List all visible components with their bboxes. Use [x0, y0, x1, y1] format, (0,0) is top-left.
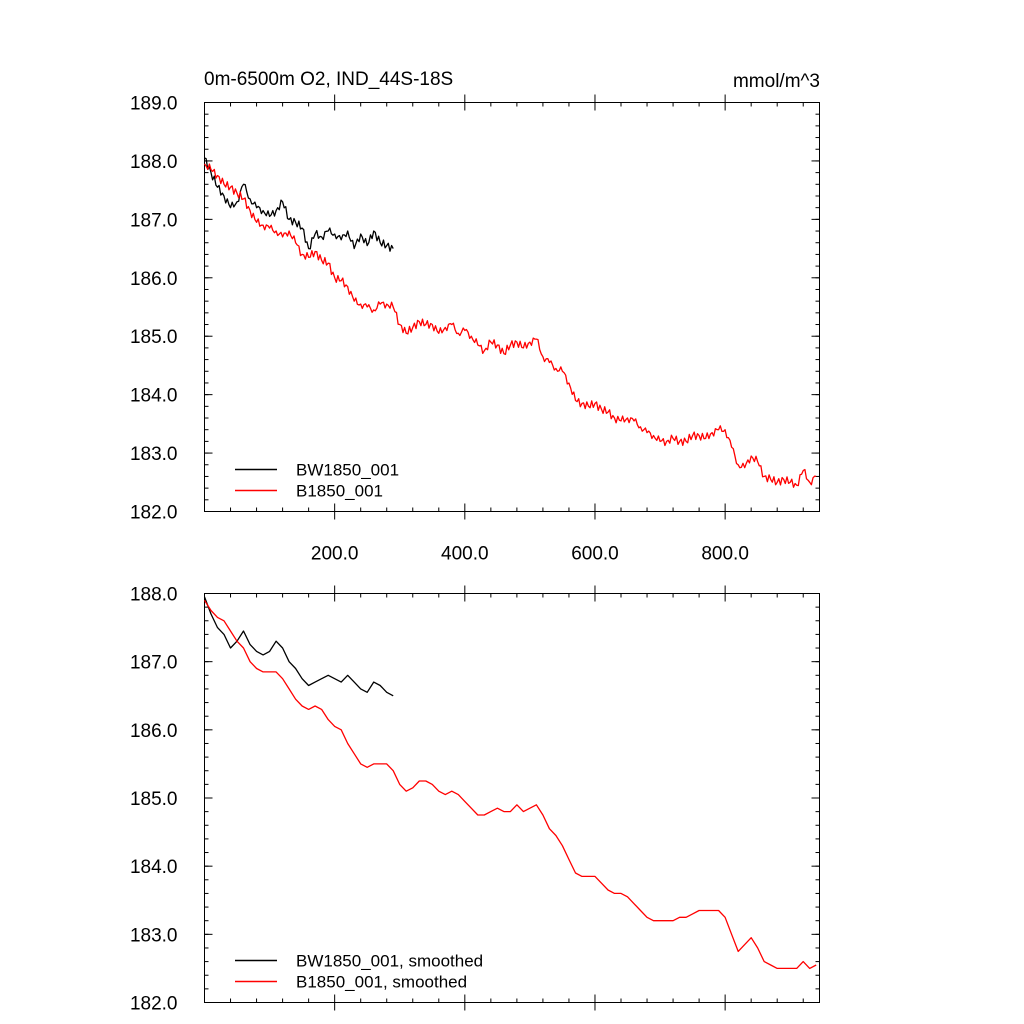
- chart-title: 0m-6500m O2, IND_44S-18S: [204, 69, 453, 90]
- y-tick-label: 184.0: [130, 386, 178, 407]
- x-tick-label: 600.0: [571, 544, 619, 565]
- legend-label: B1850_001: [296, 482, 383, 501]
- series-line-b1850-001: [203, 599, 817, 970]
- y-tick-label: 184.0: [130, 857, 178, 878]
- series-group-bottom: [203, 596, 817, 970]
- y-tick-label: 187.0: [130, 210, 178, 231]
- plot-frame-top: [204, 102, 820, 512]
- y-tick-label: 185.0: [130, 327, 178, 348]
- y-tick-label: 182.0: [130, 503, 178, 524]
- legend-label: BW1850_001: [296, 461, 399, 480]
- series-line-bw1850-001: [204, 157, 394, 252]
- top-panel: 0m-6500m O2, IND_44S-18S mmol/m^3 182.01…: [130, 69, 820, 565]
- series-line-b1850-001: [203, 163, 817, 488]
- y-tick-label: 183.0: [130, 444, 178, 465]
- x-tick-label: 200.0: [311, 544, 359, 565]
- axis-ticks-bottom: 182.0 183.0 184.0 185.0 186.0 187.0 188.0: [130, 585, 820, 1015]
- axis-ticks-top: 182.0 183.0 184.0 185.0 186.0 187.0 188.0 189.0…: [130, 94, 820, 565]
- legend-label: B1850_001, smoothed: [296, 973, 467, 992]
- y-tick-label: 186.0: [130, 269, 178, 290]
- legend-top: BW1850_001 B1850_001: [235, 461, 399, 501]
- y-tick-label: 188.0: [130, 585, 178, 606]
- y-tick-label: 186.0: [130, 721, 178, 742]
- legend-bottom: BW1850_001, smoothed B1850_001, smoothed: [235, 952, 483, 992]
- y-tick-label: 187.0: [130, 653, 178, 674]
- bottom-panel: 182.0 183.0 184.0 185.0 186.0 187.0 188.0 BW18…: [130, 585, 820, 1015]
- legend-label: BW1850_001, smoothed: [296, 952, 483, 971]
- series-group-top: [203, 157, 817, 488]
- y-tick-label: 183.0: [130, 925, 178, 946]
- y-tick-label: 188.0: [130, 152, 178, 173]
- y-tick-label: 182.0: [130, 994, 178, 1015]
- y-tick-label: 185.0: [130, 789, 178, 810]
- units-label: mmol/m^3: [733, 71, 820, 92]
- y-tick-label: 189.0: [130, 94, 178, 115]
- x-tick-label: 400.0: [441, 544, 489, 565]
- plot-frame-bottom: [204, 593, 820, 1003]
- series-line-bw1850-001: [203, 596, 394, 697]
- x-tick-label: 800.0: [701, 544, 749, 565]
